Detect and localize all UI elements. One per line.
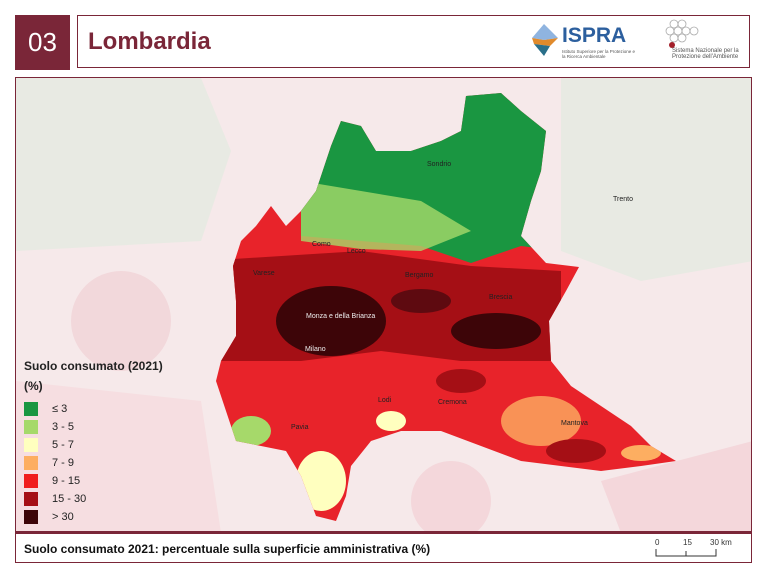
legend-unit: (%)	[24, 379, 43, 393]
legend-item: > 30	[24, 508, 184, 526]
scale-tick-label: 0	[655, 538, 660, 547]
legend-label: 15 - 30	[52, 493, 87, 505]
legend-swatch	[24, 474, 38, 488]
scale-tick-label: 15	[683, 538, 692, 547]
map[interactable]: Sondrio Trento Como Lecco Varese Bergamo…	[15, 77, 752, 532]
ispra-logo: ISPRA Istituto Superiore per la Protezio…	[528, 22, 638, 64]
legend-item: 7 - 9	[24, 454, 184, 472]
city-label: Bergamo	[405, 272, 434, 279]
title-bar: Lombardia ISPRA Istituto Superiore per l…	[77, 15, 750, 68]
legend-swatch	[24, 402, 38, 416]
scale-bar-line	[655, 549, 717, 557]
page-title: Lombardia	[88, 28, 211, 55]
city-label: Sondrio	[427, 161, 451, 168]
footer: Suolo consumato 2021: percentuale sulla …	[15, 532, 752, 563]
legend-swatch	[24, 420, 38, 434]
scale-tick-label: 30 km	[710, 538, 732, 547]
legend-swatch	[24, 456, 38, 470]
map-legend: Suolo consumato (2021) (%) ≤ 3 3 - 5 5 - 7…	[24, 356, 184, 526]
city-label: Milano	[305, 346, 326, 353]
legend-label: ≤ 3	[52, 403, 68, 415]
map-canvas: Sondrio Trento Como Lecco Varese Bergamo…	[16, 78, 751, 531]
legend-item: 9 - 15	[24, 472, 184, 490]
legend-item: 15 - 30	[24, 490, 184, 508]
legend-label: > 30	[52, 511, 74, 523]
ispra-logo-icon	[532, 24, 558, 56]
neighbouring-regions	[16, 78, 751, 531]
legend-swatch	[24, 438, 38, 452]
city-label: Mantova	[561, 420, 588, 427]
legend-swatch	[24, 510, 38, 524]
legend-label: 9 - 15	[52, 475, 81, 487]
snpa-subtitle: Sistema Nazionale per la Protezione dell…	[672, 48, 739, 60]
city-labels: Sondrio Trento Como Lecco Varese Bergamo…	[253, 161, 633, 431]
city-label: Varese	[253, 270, 275, 277]
city-label: Brescia	[489, 294, 512, 301]
ispra-subtitle: Istituto Superiore per la Protezione e l…	[562, 49, 636, 59]
city-label: Lecco	[347, 248, 366, 255]
city-label: Trento	[613, 196, 633, 203]
ispra-name: ISPRA	[562, 24, 627, 47]
legend-item: 5 - 7	[24, 436, 184, 454]
legend-swatch	[24, 492, 38, 506]
city-label: Como	[312, 241, 331, 248]
city-label: Lodi	[378, 397, 392, 404]
legend-label: 3 - 5	[52, 421, 75, 433]
scale-bar: 0 15 30 km	[653, 536, 743, 562]
legend-item: 3 - 5	[24, 418, 184, 436]
legend-item: ≤ 3	[24, 400, 184, 418]
map-caption: Suolo consumato 2021: percentuale sulla …	[24, 542, 431, 556]
section-number: 03	[15, 15, 70, 70]
legend-label: 7 - 9	[52, 457, 75, 469]
snpa-logo: Sistema Nazionale per la Protezione dell…	[660, 18, 745, 66]
hexagon-network-icon	[665, 19, 699, 48]
city-label: Monza e della Brianza	[306, 313, 375, 320]
legend-label: 5 - 7	[52, 439, 75, 451]
city-label: Cremona	[438, 399, 467, 406]
city-label: Pavia	[291, 424, 309, 431]
legend-title: Suolo consumato (2021)	[24, 359, 163, 373]
